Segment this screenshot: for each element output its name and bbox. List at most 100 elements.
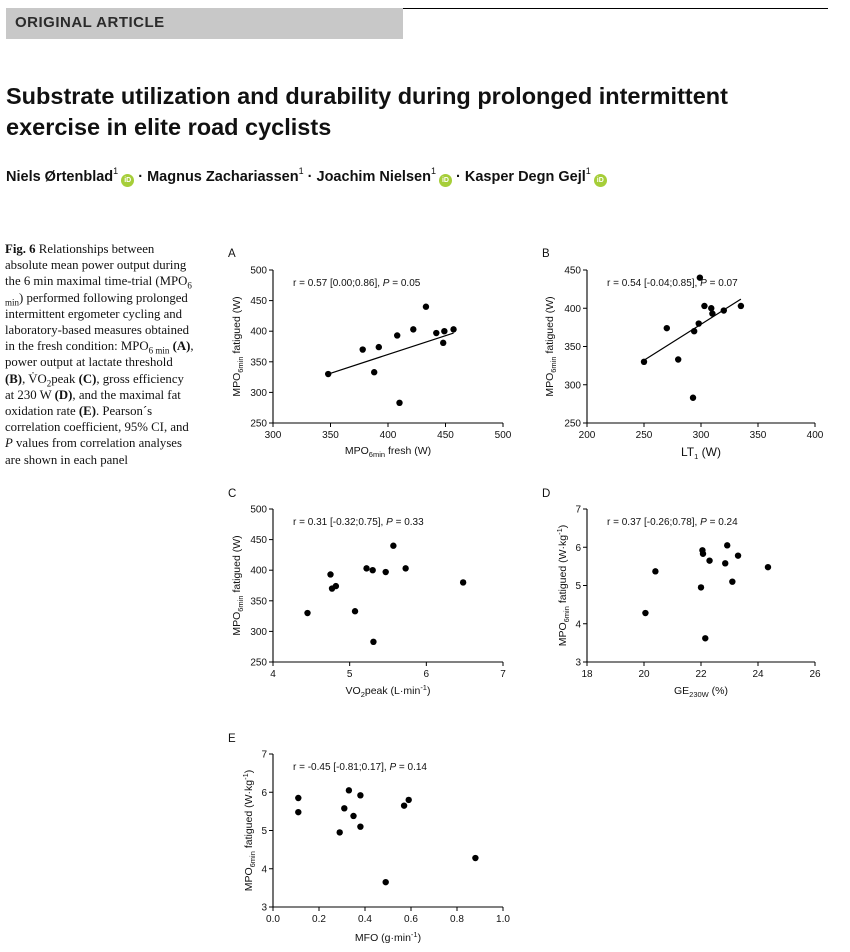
y-axis-label: MPO6min fatigued (W) bbox=[231, 535, 245, 635]
data-point bbox=[441, 328, 448, 335]
x-axis-label-part: peak (L·min bbox=[365, 685, 421, 697]
y-tick-label: 350 bbox=[564, 342, 581, 353]
data-point bbox=[724, 542, 731, 549]
y-axis-label-part: MPO bbox=[557, 622, 569, 646]
x-tick-label: 22 bbox=[695, 669, 707, 680]
author-name: Niels Ørtenblad bbox=[6, 169, 114, 185]
author-separator: · bbox=[138, 169, 144, 185]
data-point bbox=[708, 305, 715, 312]
y-axis-label-part: ) bbox=[557, 525, 569, 529]
panel-letter: D bbox=[542, 488, 550, 500]
author-name: Joachim Nielsen bbox=[316, 169, 431, 185]
regression-line bbox=[328, 332, 454, 375]
x-tick-label: 26 bbox=[809, 669, 821, 680]
panel-letter: A bbox=[228, 248, 236, 260]
y-tick-label: 250 bbox=[250, 419, 267, 430]
caption-panel-ref: (E) bbox=[78, 404, 96, 419]
y-axis-label-sup: -1 bbox=[241, 773, 250, 780]
y-tick-label: 250 bbox=[250, 658, 267, 669]
y-axis-label-part: fatigued (W·kg bbox=[557, 535, 569, 606]
orcid-icon[interactable]: iD bbox=[593, 174, 607, 187]
data-point bbox=[304, 609, 311, 617]
data-point bbox=[394, 332, 401, 339]
caption-text: values from correlation analyses are sho… bbox=[5, 436, 182, 467]
author-affiliation: 1 bbox=[430, 166, 436, 177]
data-point bbox=[363, 565, 370, 572]
author-name: Magnus Zachariassen bbox=[147, 169, 299, 185]
x-axis-label-part: ) bbox=[418, 932, 422, 944]
y-axis-label-sub: 6min bbox=[248, 851, 257, 867]
x-axis-label-part: GE bbox=[674, 685, 689, 697]
caption-text: , and the maximal fat oxidation rate bbox=[5, 387, 181, 419]
caption-text: peak bbox=[51, 371, 76, 386]
x-axis-label: VO2peak (L·min-1) bbox=[346, 683, 431, 699]
y-tick-label: 4 bbox=[261, 864, 267, 875]
orcid-icon[interactable]: iD bbox=[438, 174, 452, 187]
data-point bbox=[350, 812, 357, 820]
data-point bbox=[734, 552, 742, 559]
x-tick-label: 250 bbox=[636, 430, 653, 441]
data-point bbox=[709, 310, 716, 317]
data-point bbox=[382, 878, 389, 886]
y-tick-label: 300 bbox=[564, 380, 581, 391]
data-point bbox=[737, 302, 745, 310]
x-axis-label-sup: -1 bbox=[420, 683, 427, 692]
correlation-annotation: r = -0.45 [-0.81;0.17], P = 0.14 bbox=[293, 762, 427, 773]
y-tick-label: 300 bbox=[250, 627, 267, 638]
data-point bbox=[370, 638, 377, 646]
figure-label: Fig. 6 bbox=[5, 242, 36, 256]
data-point bbox=[341, 805, 348, 812]
x-axis-label-sub: 2 bbox=[361, 690, 365, 699]
data-point bbox=[689, 394, 697, 401]
data-point bbox=[295, 794, 302, 802]
y-tick-label: 400 bbox=[250, 566, 267, 577]
x-tick-label: 24 bbox=[752, 669, 764, 680]
data-point bbox=[472, 854, 479, 862]
data-point bbox=[357, 792, 364, 799]
y-tick-label: 5 bbox=[261, 826, 267, 837]
orcid-icon[interactable]: iD bbox=[121, 174, 135, 187]
y-tick-label: 500 bbox=[250, 505, 267, 516]
x-tick-label: 18 bbox=[581, 669, 593, 680]
x-tick-label: 0.2 bbox=[312, 914, 326, 925]
y-axis-label-part: fatigued (W·kg bbox=[243, 780, 255, 851]
x-axis-label-part: LT bbox=[681, 445, 695, 459]
y-tick-label: 350 bbox=[250, 596, 267, 607]
y-tick-label: 3 bbox=[575, 658, 581, 669]
panel-letter: B bbox=[542, 248, 550, 260]
y-axis-label-part: MPO bbox=[243, 867, 255, 891]
x-axis-label-sub: 6min bbox=[369, 450, 385, 459]
correlation-annotation: r = 0.57 [0.00;0.86], P = 0.05 bbox=[293, 278, 421, 289]
x-tick-label: 500 bbox=[495, 430, 512, 441]
y-tick-label: 5 bbox=[575, 581, 581, 592]
y-tick-label: 6 bbox=[575, 543, 581, 554]
annotation-p: P bbox=[383, 278, 390, 289]
article-type-label: ORIGINAL ARTICLE bbox=[15, 14, 165, 31]
x-tick-label: 200 bbox=[579, 430, 596, 441]
x-tick-label: 350 bbox=[322, 430, 339, 441]
data-point bbox=[695, 320, 702, 327]
data-point bbox=[433, 329, 440, 337]
caption-subscript: 6 min bbox=[148, 345, 170, 356]
x-axis-label-sub: 1 bbox=[694, 452, 698, 461]
x-tick-label: 0.8 bbox=[450, 914, 464, 925]
author-affiliation: 1 bbox=[298, 166, 304, 177]
caption-text: , V̇O bbox=[22, 371, 47, 386]
x-tick-label: 400 bbox=[380, 430, 397, 441]
data-point bbox=[390, 542, 397, 549]
y-axis-label-part: MPO bbox=[231, 612, 243, 636]
article-type-banner: ORIGINAL ARTICLE bbox=[6, 8, 403, 39]
y-tick-label: 300 bbox=[250, 388, 267, 399]
y-axis-label-sup: -1 bbox=[555, 528, 564, 535]
y-axis-label-sub: 6min bbox=[236, 595, 245, 611]
panel-letter: C bbox=[228, 488, 236, 500]
x-axis-label-sub: 230W bbox=[689, 690, 710, 699]
data-point bbox=[402, 565, 409, 572]
x-axis-label-part: (%) bbox=[709, 685, 728, 697]
data-point bbox=[450, 326, 457, 333]
header-rule bbox=[403, 8, 828, 9]
x-tick-label: 6 bbox=[424, 669, 430, 680]
